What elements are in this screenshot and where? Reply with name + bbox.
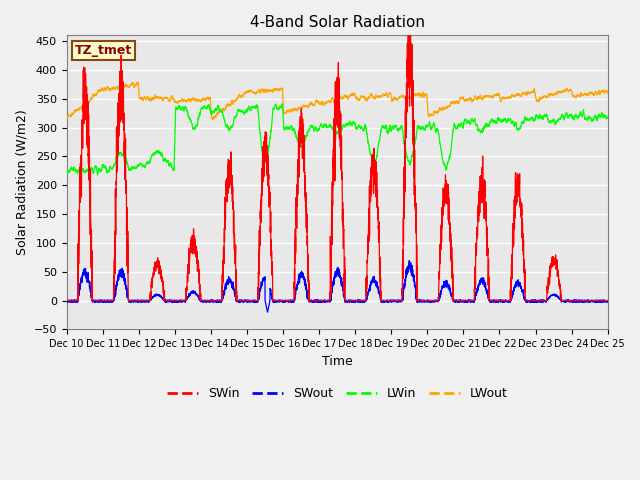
Y-axis label: Solar Radiation (W/m2): Solar Radiation (W/m2) — [15, 109, 28, 255]
Title: 4-Band Solar Radiation: 4-Band Solar Radiation — [250, 15, 425, 30]
Text: TZ_tmet: TZ_tmet — [75, 44, 132, 57]
Legend: SWin, SWout, LWin, LWout: SWin, SWout, LWin, LWout — [161, 383, 513, 406]
X-axis label: Time: Time — [322, 355, 353, 368]
